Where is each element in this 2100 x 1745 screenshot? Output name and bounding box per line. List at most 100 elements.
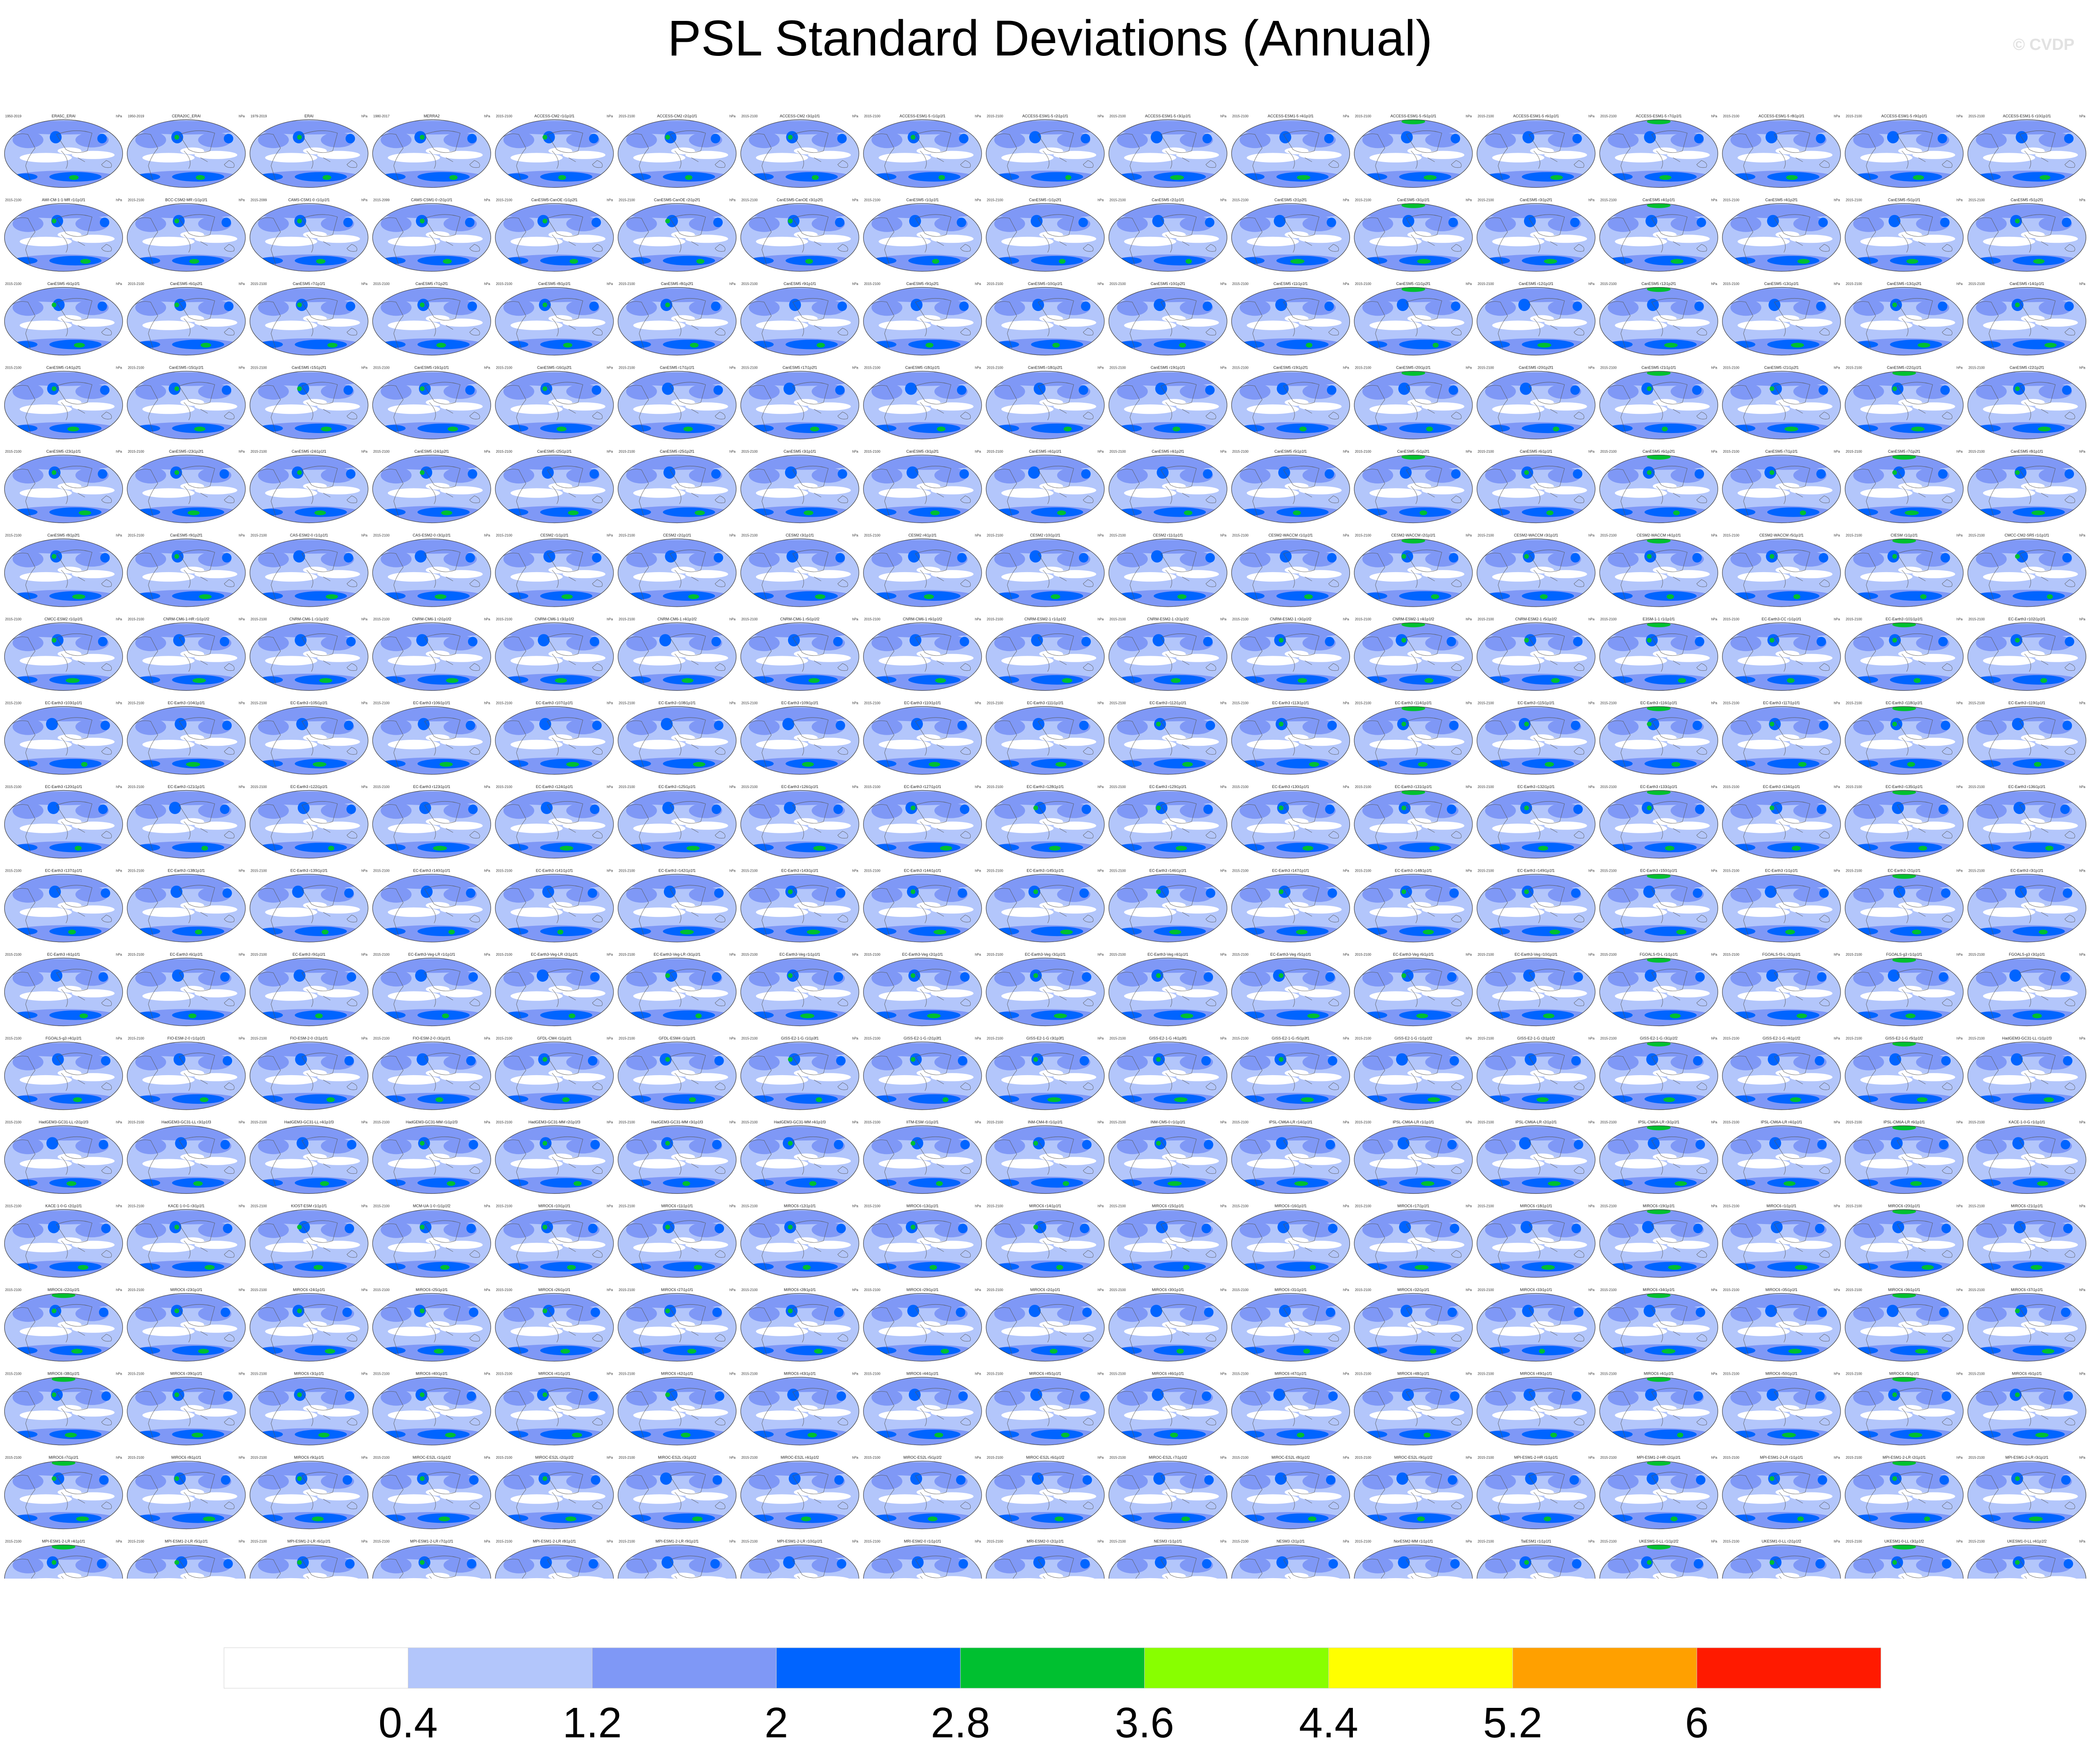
panel-title: EC-Earth3-Veg r5i1p1f1 — [1270, 952, 1311, 957]
panel-units: hPa — [975, 366, 981, 370]
globe-map — [372, 958, 491, 1026]
panel-units: hPa — [1957, 114, 1963, 118]
panel-period: 2015-2100 — [987, 953, 1003, 957]
panel-period: 2015-2100 — [742, 869, 758, 873]
panel-title: FGOALS-g3 r3i1p1f1 — [2009, 952, 2045, 957]
panel-units: hPa — [361, 282, 368, 286]
map-panel: 2015-2100 UKESM1-0-LL r4i1p1f2 hPa — [1967, 1539, 2086, 1579]
panel-units: hPa — [1834, 1037, 1840, 1041]
panel-units: hPa — [730, 366, 736, 370]
globe-map — [495, 1126, 614, 1194]
panel-title: GISS-E2-1-G r1i1p1f2 — [1394, 1036, 1432, 1041]
panel-title: CanESM5 r16i1p2f1 — [537, 366, 572, 370]
panel-period: 2015-2100 — [1846, 450, 1862, 454]
panel-units: hPa — [852, 1204, 858, 1208]
globe-map — [1599, 1461, 1718, 1529]
panel-units: hPa — [1588, 282, 1595, 286]
panel-title: UKESM1-0-LL r4i1p1f2 — [2007, 1539, 2047, 1544]
panel-title: MIROC6 r47i1p1f1 — [1274, 1372, 1306, 1376]
map-panel: 2015-2100 EC-Earth3 r121i1p1f1 hPa — [127, 785, 246, 859]
panel-title: MIROC-ES2L r4i1p1f2 — [781, 1455, 819, 1460]
globe-map — [1722, 1461, 1841, 1529]
map-panel: 2015-2100 KACE-1-0-G r1i1p1f1 hPa — [1967, 1120, 2086, 1194]
panel-period: 1979-2019 — [250, 114, 267, 118]
panel-title: CanESM5 r9i1p2f1 — [906, 282, 939, 286]
panel-period: 2015-2100 — [373, 617, 390, 621]
globe-map — [127, 287, 246, 355]
map-panel: 2015-2100 EC-Earth3 r105i1p1f1 hPa — [250, 701, 369, 775]
panel-period: 2015-2100 — [1600, 953, 1617, 957]
globe-map — [1231, 455, 1350, 523]
panel-period: 2015-2100 — [128, 953, 145, 957]
globe-map — [863, 1209, 982, 1278]
panel-period: 2015-2100 — [373, 534, 390, 538]
panel-units: hPa — [361, 1288, 368, 1292]
panel-units: hPa — [1343, 617, 1350, 621]
globe-map — [250, 455, 369, 523]
globe-map — [1967, 119, 2086, 188]
map-panel: 2015-2100 EC-Earth3 r130i1p1f1 hPa — [1231, 785, 1350, 859]
globe-map — [618, 1377, 736, 1445]
panel-period: 2015-2100 — [128, 198, 145, 202]
panel-period: 2015-2100 — [1723, 1204, 1739, 1208]
map-panel: 2015-2100 CMCC-ESM2 r1i1p1f1 hPa — [4, 617, 123, 691]
panel-period: 2015-2100 — [5, 450, 22, 454]
globe-map — [495, 1461, 614, 1529]
map-panel: 2015-2100 EC-Earth3 r101i1p1f1 hPa — [1844, 617, 1964, 691]
panel-period: 2015-2100 — [496, 534, 512, 538]
panel-period: 2015-2100 — [1969, 953, 1985, 957]
map-panel: 2015-2100 IPSL-CM6A-LR r4i1p1f1 hPa — [1722, 1120, 1841, 1194]
panel-period: 2015-2100 — [250, 534, 267, 538]
map-panel: 2015-2100 CanESM5 r14i1p2f1 hPa — [4, 366, 123, 439]
map-panel: 2015-2100 MPI-ESM1-2-LR r2i1p1f1 hPa — [1844, 1455, 1964, 1530]
panel-period: 2015-2100 — [496, 1037, 512, 1041]
panel-title: IPSL-CM6A-LR r4i1p1f1 — [1761, 1120, 1802, 1124]
globe-map — [986, 371, 1105, 439]
globe-map — [4, 958, 123, 1026]
globe-map — [1477, 622, 1596, 691]
globe-map — [618, 538, 736, 607]
panel-period: 2015-2100 — [1355, 869, 1372, 873]
panel-period: 2015-2100 — [250, 785, 267, 789]
panel-units: hPa — [1343, 785, 1350, 789]
panel-units: hPa — [1220, 785, 1227, 789]
panel-units: hPa — [1098, 450, 1104, 454]
map-panel: 2015-2100 EC-Earth3 r149i1p1f1 hPa — [1477, 869, 1596, 942]
panel-units: hPa — [1098, 701, 1104, 705]
panel-period: 2015-2100 — [1723, 617, 1739, 621]
panel-period: 2015-2100 — [373, 701, 390, 705]
panel-units: hPa — [1098, 282, 1104, 286]
panel-title: EC-Earth3 r1i1p1f1 — [1765, 869, 1798, 873]
map-panel: 2015-2100 CNRM-CM6-1 r5i1p1f2 hPa — [740, 617, 859, 691]
globe-map — [618, 119, 736, 188]
panel-units: hPa — [1957, 617, 1963, 621]
globe-map — [863, 1377, 982, 1445]
panel-units: hPa — [1834, 114, 1840, 118]
map-panel: 2015-2100 MPI-ESM1-2-HR r1i1p1f1 hPa — [1477, 1455, 1596, 1530]
panel-period: 2015-2100 — [1478, 1288, 1494, 1292]
map-panel: 2015-2100 CanESM5 r7i1p2f1 hPa — [1844, 449, 1964, 524]
map-panel: 2015-2100 MIROC6 r43i1p1f1 hPa — [740, 1372, 859, 1445]
panel-units: hPa — [1220, 1037, 1227, 1041]
panel-units: hPa — [484, 1204, 491, 1208]
globe-map — [250, 706, 369, 775]
panel-units: hPa — [2079, 953, 2085, 957]
panel-title: CanESM5 r21i1p2f1 — [1764, 366, 1799, 370]
panel-period: 2015-2100 — [128, 282, 145, 286]
panel-title: CanESM5 r18i1p2f1 — [1028, 366, 1062, 370]
panel-period: 2015-2100 — [496, 1372, 512, 1376]
globe-map — [495, 538, 614, 607]
map-panel: 2015-2100 GISS-E2-1-G r5i1p1f2 hPa — [1844, 1036, 1964, 1110]
map-panel: 2015-2100 CanESM5 r8i1p1f1 hPa — [1967, 449, 2086, 524]
globe-map — [1231, 1293, 1350, 1361]
colorbar-swatch — [408, 1647, 593, 1689]
panel-period: 2015-2100 — [1232, 1540, 1249, 1544]
globe-map — [372, 874, 491, 942]
map-panel: 2015-2100 EC-Earth3 r112i1p1f1 hPa — [1108, 701, 1227, 775]
panel-units: hPa — [1711, 1456, 1718, 1460]
panel-title: CanESM5 r8i1p2f1 — [661, 282, 693, 286]
panel-units: hPa — [730, 785, 736, 789]
panel-units: hPa — [1711, 366, 1718, 370]
globe-map — [250, 538, 369, 607]
map-panel: 2015-2100 EC-Earth3 r108i1p1f1 hPa — [617, 701, 737, 775]
